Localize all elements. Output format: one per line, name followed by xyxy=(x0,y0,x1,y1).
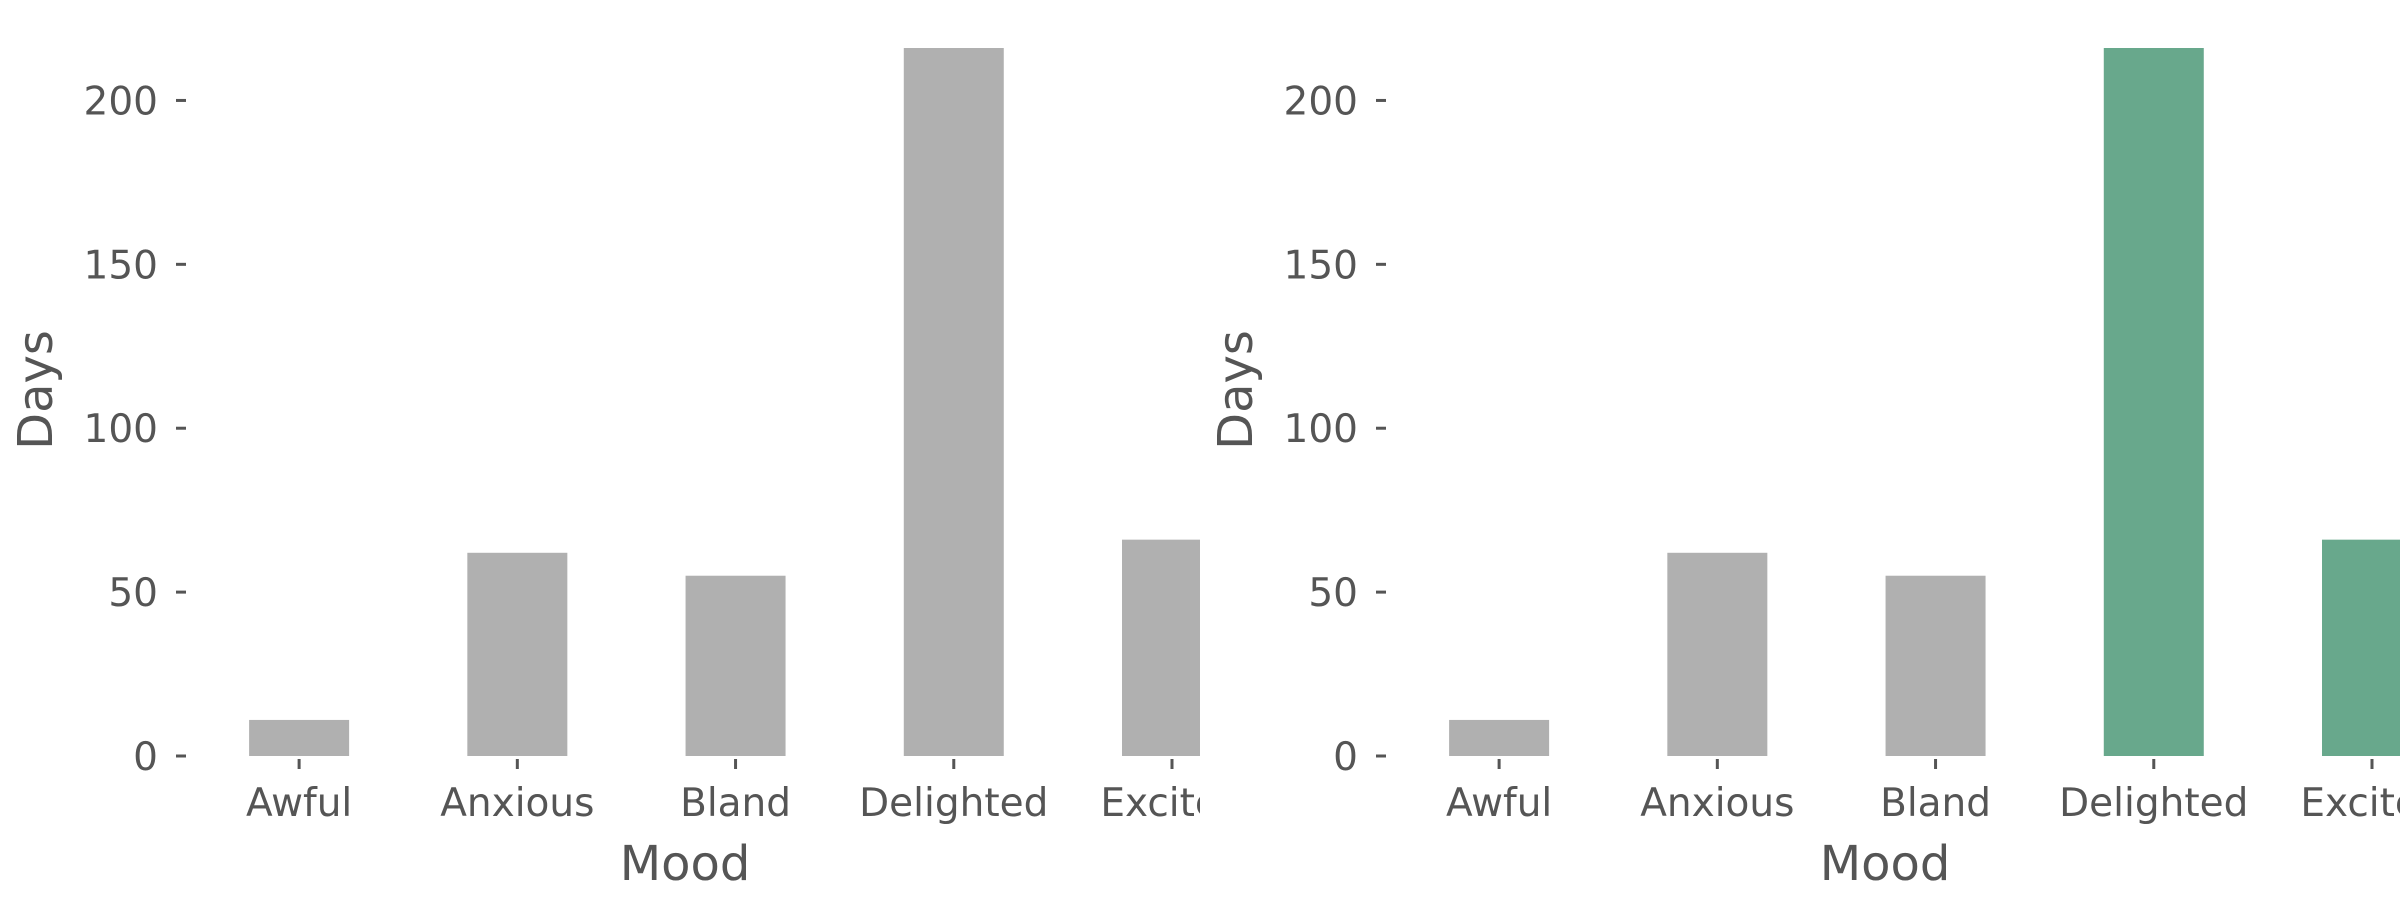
x-tick-label: Bland xyxy=(1880,781,1991,826)
y-tick-label: 0 xyxy=(133,735,158,780)
bar-awful xyxy=(249,719,350,756)
y-tick-label: 0 xyxy=(1333,735,1358,780)
bar-delighted xyxy=(903,48,1004,756)
bar-chart-left: 0 50 100 150 200 Awful Anxious Bland Delighted Ex… xyxy=(8,48,1200,892)
x-axis-label: Mood xyxy=(620,836,751,892)
bar-bland xyxy=(1885,575,1986,756)
x-tick-label: Awful xyxy=(1446,781,1552,826)
bar-anxious xyxy=(1667,552,1768,756)
y-axis-label: Days xyxy=(8,330,64,450)
y-tick-label: 200 xyxy=(1284,79,1358,124)
x-tick-label: Awful xyxy=(246,781,352,826)
x-tick-label: Anxious xyxy=(1640,781,1794,826)
y-tick-label: 200 xyxy=(84,79,158,124)
x-axis-label: Mood xyxy=(1820,836,1951,892)
x-tick-label: Excited xyxy=(1100,781,1200,826)
x-tick-label: Delighted xyxy=(859,781,1048,826)
bar-delighted xyxy=(2103,48,2204,756)
bar-excited xyxy=(1122,539,1200,756)
x-tick-label: Bland xyxy=(680,781,791,826)
bar-excited xyxy=(2322,539,2400,756)
y-tick-label: 50 xyxy=(108,571,158,616)
y-tick-label: 150 xyxy=(84,243,158,288)
y-tick-label: 100 xyxy=(1284,407,1358,452)
x-tick-label: Excited xyxy=(2300,781,2400,826)
x-tick-label: Anxious xyxy=(440,781,594,826)
y-axis-label: Days xyxy=(1208,330,1264,450)
y-tick-label: 100 xyxy=(84,407,158,452)
y-tick-label: 50 xyxy=(1308,571,1358,616)
x-tick-label: Delighted xyxy=(2059,781,2248,826)
bar-awful xyxy=(1449,719,1550,756)
bar-chart-right: 0 50 100 150 200 Awful Anxious Bland Delighted Ex… xyxy=(1208,48,2400,892)
bar-anxious xyxy=(467,552,568,756)
y-tick-label: 150 xyxy=(1284,243,1358,288)
bar-bland xyxy=(685,575,786,756)
